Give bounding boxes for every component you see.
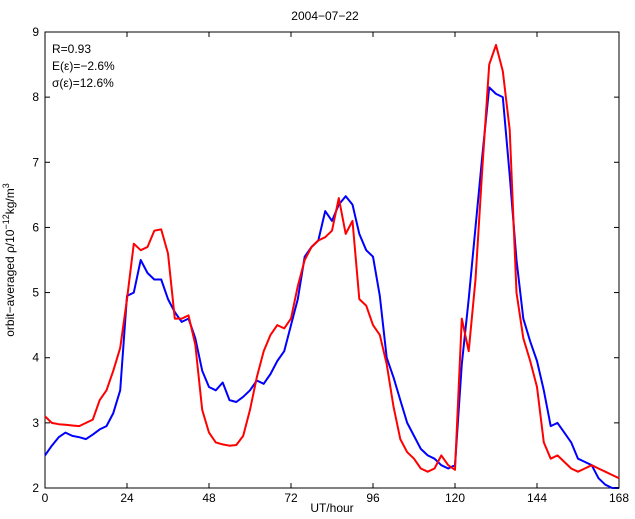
y-axis-label-main: orbit−averaged ρ/10 xyxy=(3,229,17,337)
series-layer xyxy=(44,44,620,489)
x-tick-label: 24 xyxy=(120,491,134,505)
x-tick-label: 48 xyxy=(202,491,216,505)
plot-frame xyxy=(44,31,620,489)
x-tick-label: 0 xyxy=(42,491,49,505)
x-tick-label: 72 xyxy=(284,491,298,505)
y-tick-label: 2 xyxy=(32,481,39,495)
y-axis-label-exp2: 3 xyxy=(1,183,11,188)
stat-mean-error: E(ε)=−2.6% xyxy=(52,59,115,73)
x-tick-label: 96 xyxy=(366,491,380,505)
y-tick-label: 4 xyxy=(32,351,39,365)
x-axis-ticks: 0 24 48 72 96 120 144 168 xyxy=(42,32,629,505)
chart-title: 2004−07−22 xyxy=(291,9,359,23)
y-tick-label: 3 xyxy=(32,416,39,430)
series-line-1 xyxy=(44,44,620,480)
y-axis-label: orbit−averaged ρ/10−12kg/m3 xyxy=(1,183,17,337)
stat-std-error: σ(ε)=12.6% xyxy=(52,76,114,90)
x-tick-label: 144 xyxy=(527,491,547,505)
x-tick-label: 120 xyxy=(445,491,465,505)
y-tick-label: 7 xyxy=(32,155,39,169)
x-tick-label: 168 xyxy=(609,491,629,505)
y-axis-ticks: 2 3 4 5 6 7 8 9 xyxy=(32,25,619,495)
y-axis-label-exp1: −12 xyxy=(1,214,11,229)
y-tick-label: 6 xyxy=(32,220,39,234)
y-tick-label: 5 xyxy=(32,286,39,300)
stat-r: R=0.93 xyxy=(52,42,91,56)
y-tick-label: 9 xyxy=(32,25,39,39)
y-axis-label-unit: kg/m xyxy=(3,188,17,214)
y-tick-label: 8 xyxy=(32,90,39,104)
x-axis-label: UT/hour xyxy=(310,501,353,515)
series-line-0 xyxy=(44,86,619,489)
